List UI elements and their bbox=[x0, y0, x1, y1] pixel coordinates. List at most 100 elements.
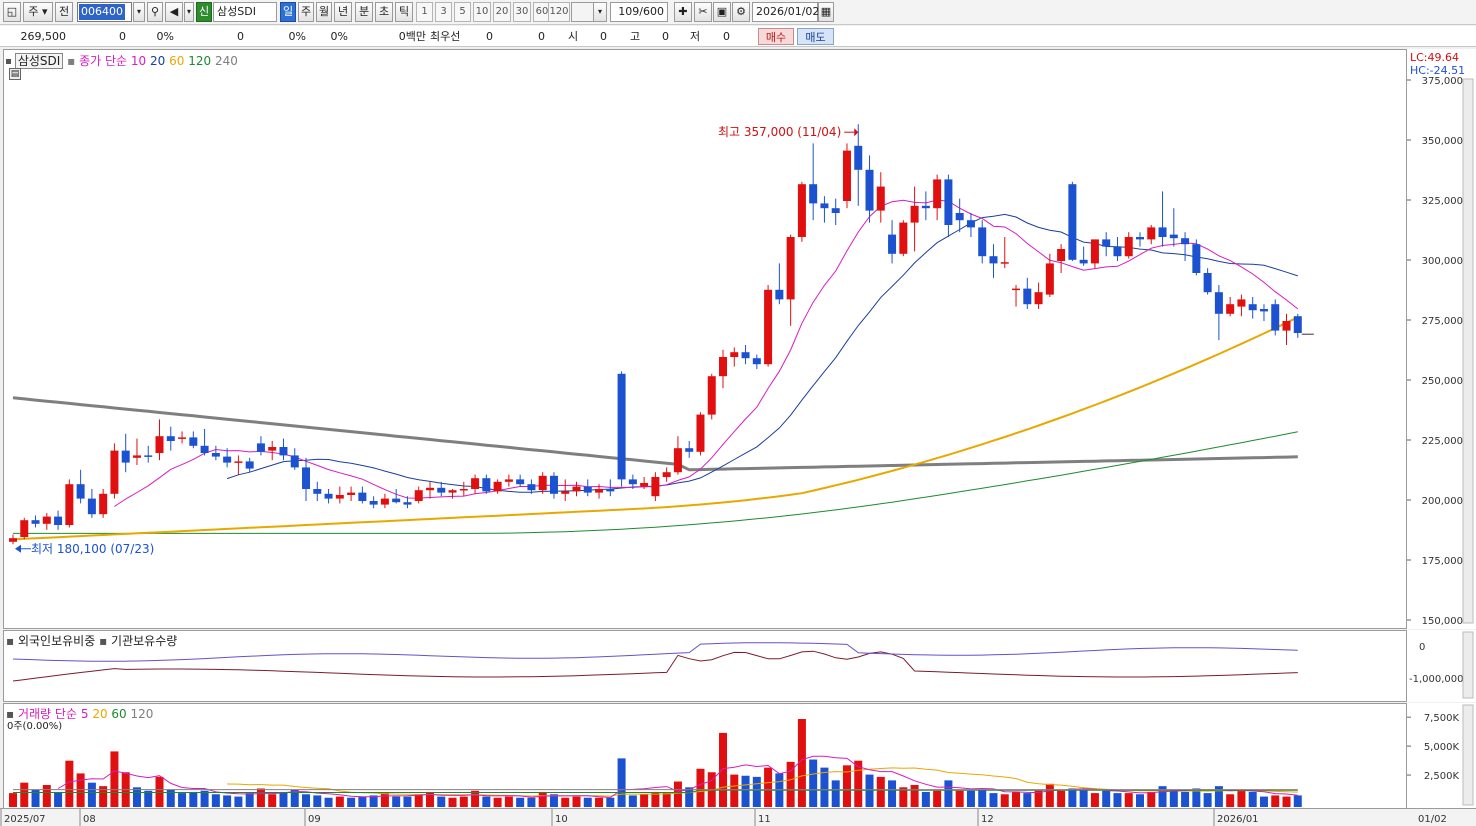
legend-foreign-ratio[interactable]: 외국인보유비중 bbox=[17, 634, 96, 648]
legend-vma60[interactable]: 60 bbox=[111, 707, 127, 721]
candle-body bbox=[268, 447, 277, 451]
zoom-icon[interactable]: ✚ bbox=[674, 2, 692, 22]
volume-bar bbox=[1136, 794, 1144, 807]
candle-body bbox=[425, 487, 434, 491]
sound-icon[interactable]: ◀ bbox=[165, 2, 183, 22]
volume-bar bbox=[741, 775, 750, 807]
candle-body bbox=[820, 203, 829, 209]
candle-body bbox=[1023, 288, 1032, 305]
volume-bar bbox=[1282, 796, 1291, 807]
legend-ma10[interactable]: 10 bbox=[130, 54, 147, 68]
candle-body bbox=[493, 481, 502, 492]
volume-bar bbox=[211, 794, 220, 807]
volume-bar bbox=[132, 787, 141, 807]
volume-bar bbox=[549, 794, 558, 807]
volume-bar bbox=[369, 795, 378, 807]
data-count-field[interactable]: 109/600 bbox=[610, 2, 668, 22]
y-tick-label: 300,000 bbox=[1422, 256, 1463, 267]
candle-body bbox=[583, 486, 592, 493]
candle-body bbox=[966, 220, 975, 228]
volume-bar bbox=[392, 796, 401, 807]
period-tick[interactable]: 틱 bbox=[395, 2, 413, 22]
buy-button[interactable]: 매수 bbox=[758, 28, 794, 45]
prev-button[interactable]: 전 bbox=[55, 2, 73, 22]
candle-body bbox=[76, 484, 85, 499]
window-menu-icon[interactable]: ◱ bbox=[3, 2, 21, 22]
sound-dropdown-arrow[interactable]: ▾ bbox=[184, 2, 194, 22]
volume-bar bbox=[31, 789, 40, 807]
mode-dropdown[interactable]: 주 ▾ bbox=[23, 2, 53, 22]
candle-body bbox=[178, 437, 187, 439]
interval-120[interactable]: 120 bbox=[548, 2, 570, 22]
interval-20[interactable]: 20 bbox=[493, 2, 511, 22]
volume-bar bbox=[1045, 783, 1054, 807]
volume-bar bbox=[1203, 793, 1212, 807]
date-field[interactable]: 2026/01/02 bbox=[752, 2, 819, 22]
volume-bar bbox=[1158, 786, 1167, 807]
interval-1[interactable]: 1 bbox=[416, 2, 433, 22]
candle-body bbox=[324, 493, 333, 499]
volume-bar bbox=[538, 791, 547, 807]
candle-body bbox=[223, 456, 232, 463]
period-year[interactable]: 년 bbox=[334, 2, 352, 22]
legend-stock-name[interactable]: 삼성SDI bbox=[14, 53, 64, 69]
period-second[interactable]: 초 bbox=[375, 2, 393, 22]
new-badge-button[interactable]: 신 bbox=[196, 2, 212, 22]
stock-name-field[interactable]: 삼성SDI bbox=[213, 2, 277, 22]
interval-10[interactable]: 10 bbox=[473, 2, 491, 22]
search-icon[interactable]: ⚲ bbox=[147, 2, 163, 22]
legend-vma20[interactable]: 20 bbox=[92, 707, 108, 721]
interval-dropdown-arrow[interactable]: ▾ bbox=[593, 2, 607, 22]
legend-ma60[interactable]: 60 bbox=[169, 54, 185, 68]
legend-vma120[interactable]: 120 bbox=[130, 707, 154, 721]
volume-bar bbox=[290, 789, 299, 807]
volume-bar bbox=[809, 759, 818, 807]
legend-vma5[interactable]: 5 bbox=[80, 707, 89, 721]
holding-chart-pane[interactable]: ▪ 외국인보유비중 ▪ 기관보유수량 bbox=[3, 630, 1407, 702]
save-icon[interactable]: ▣ bbox=[713, 2, 731, 22]
interval-3[interactable]: 3 bbox=[435, 2, 452, 22]
code-dropdown-arrow[interactable]: ▾ bbox=[133, 2, 145, 22]
volume-bar bbox=[572, 796, 581, 807]
volume-chart-pane[interactable]: ▪ 거래량 단순 5 20 60 120 0주(0.00%) bbox=[3, 703, 1407, 809]
scissors-icon[interactable]: ✂ bbox=[694, 2, 712, 22]
volume-bar bbox=[76, 773, 85, 807]
volume-bar bbox=[1068, 788, 1077, 807]
legend-ma120[interactable]: 120 bbox=[188, 54, 212, 68]
volume-bar bbox=[1259, 796, 1268, 807]
candle-body bbox=[1034, 292, 1043, 305]
legend-volume-name[interactable]: 거래량 bbox=[17, 707, 52, 721]
candle-body bbox=[1259, 309, 1268, 312]
legend-ma240[interactable]: 240 bbox=[214, 54, 238, 68]
grid-toggle-icon[interactable]: ▤ bbox=[9, 68, 21, 80]
volume-bar bbox=[966, 790, 975, 807]
vma60-line bbox=[13, 789, 1298, 793]
candle-body bbox=[121, 450, 130, 463]
gear-icon[interactable]: ⚙ bbox=[732, 2, 750, 22]
period-week[interactable]: 주 bbox=[298, 2, 314, 22]
volume-bar bbox=[831, 780, 840, 807]
volume-bar bbox=[989, 793, 998, 807]
legend-institution-qty[interactable]: 기관보유수량 bbox=[111, 634, 178, 648]
volume-bar bbox=[719, 732, 728, 807]
price-legend: 삼성SDI ▪ 종가 단순 10 20 60 120 240 bbox=[6, 52, 238, 69]
period-day[interactable]: 일 bbox=[280, 2, 296, 22]
interval-5[interactable]: 5 bbox=[454, 2, 471, 22]
volume-bar bbox=[256, 788, 265, 807]
candle-body bbox=[741, 352, 750, 359]
holding-y-axis: 0 -1,000,000 bbox=[1406, 630, 1476, 702]
volume-y-label: 2,500K bbox=[1424, 771, 1460, 782]
legend-ma20[interactable]: 20 bbox=[150, 54, 166, 68]
period-month[interactable]: 월 bbox=[316, 2, 332, 22]
volume-bar bbox=[696, 768, 705, 807]
period-minute[interactable]: 분 bbox=[355, 2, 373, 22]
volume-bar bbox=[797, 719, 806, 807]
stock-code-input[interactable]: 006400 bbox=[77, 2, 132, 22]
calendar-icon[interactable]: ▦ bbox=[818, 2, 834, 22]
volume-bar bbox=[178, 793, 187, 807]
price-chart-pane[interactable]: 최고 357,000 (11/04) 최저 180,100 (07/23) 삼성S… bbox=[3, 49, 1407, 629]
interval-30[interactable]: 30 bbox=[513, 2, 531, 22]
volume-bar bbox=[189, 791, 198, 807]
sell-button[interactable]: 매도 bbox=[797, 28, 834, 45]
